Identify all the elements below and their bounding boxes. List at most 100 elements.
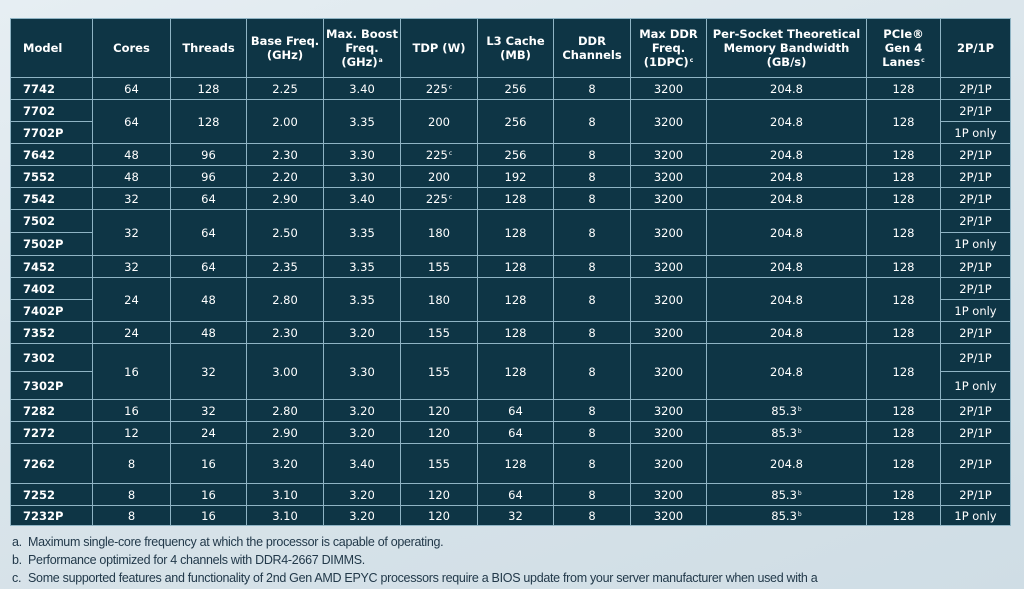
spec-cell: 2.25 xyxy=(246,77,324,100)
spec-cell: 24 xyxy=(170,421,247,444)
spec-cell: 8 xyxy=(92,483,171,506)
spec-cell: 48 xyxy=(170,321,247,344)
spec-cell: 256 xyxy=(477,77,554,100)
column-header: L3 Cache (MB) xyxy=(477,18,554,78)
spec-cell: 3.20 xyxy=(323,483,401,506)
spec-cell: 2.00 xyxy=(246,99,324,144)
model-cell: 7232P xyxy=(10,505,93,526)
spec-cell: 2.35 xyxy=(246,255,324,278)
spec-cell: 204.8 xyxy=(706,99,867,144)
spec-cell: 128 xyxy=(866,209,941,256)
spec-cell: 128 xyxy=(477,343,554,400)
model-cell: 7302 xyxy=(10,343,93,372)
spec-cell: 200 xyxy=(400,99,478,144)
spec-cell: 16 xyxy=(170,505,247,526)
socket-cell: 2P/1P xyxy=(940,77,1011,100)
spec-cell: 64 xyxy=(477,421,554,444)
spec-cell: 128 xyxy=(170,99,247,144)
spec-cell: 225c xyxy=(400,77,478,100)
table-row: 7302 16 32 3.00 3.30 155 128 8 3200 204.8 128 2P/1P xyxy=(10,343,1011,400)
spec-cell: 3.35 xyxy=(323,209,401,256)
spec-cell: 8 xyxy=(553,187,631,210)
socket-cell: 2P/1P xyxy=(940,321,1011,344)
spec-cell: 120 xyxy=(400,421,478,444)
spec-cell: 16 xyxy=(170,443,247,484)
spec-cell: 85.3b xyxy=(706,483,867,506)
model-cell: 7502 xyxy=(10,209,93,233)
spec-cell: 128 xyxy=(866,483,941,506)
spec-cell: 204.8 xyxy=(706,343,867,400)
footnote-ref: b xyxy=(797,427,802,435)
spec-cell: 8 xyxy=(553,165,631,188)
socket-cell: 1P only xyxy=(940,371,1011,400)
spec-cell: 8 xyxy=(553,443,631,484)
model-cell: 7282 xyxy=(10,399,93,422)
spec-cell: 8 xyxy=(553,505,631,526)
socket-cell: 2P/1P xyxy=(940,421,1011,444)
spec-cell: 8 xyxy=(553,143,631,166)
spec-cell: 3200 xyxy=(630,483,707,506)
spec-cell: 128 xyxy=(866,399,941,422)
spec-cell: 204.8 xyxy=(706,187,867,210)
footnote-ref: c xyxy=(921,57,925,64)
model-cell: 7252 xyxy=(10,483,93,506)
spec-cell: 32 xyxy=(92,187,171,210)
socket-cell: 2P/1P xyxy=(940,143,1011,166)
spec-cell: 32 xyxy=(477,505,554,526)
spec-cell: 128 xyxy=(866,421,941,444)
spec-cell: 128 xyxy=(477,443,554,484)
spec-cell: 3.20 xyxy=(323,505,401,526)
spec-cell: 128 xyxy=(170,77,247,100)
spec-cell: 8 xyxy=(92,443,171,484)
spec-cell: 128 xyxy=(866,187,941,210)
model-cell: 7302P xyxy=(10,371,93,400)
footnote-a: a. Maximum single-core frequency at which… xyxy=(12,533,817,551)
spec-cell: 3.30 xyxy=(323,343,401,400)
table-row: 7262 8 16 3.20 3.40 155 128 8 3200 204.8 128 2P/1P xyxy=(10,443,1011,484)
spec-cell: 3.20 xyxy=(246,443,324,484)
spec-cell: 3200 xyxy=(630,399,707,422)
footnote-c: c. Some supported features and functional… xyxy=(12,569,818,587)
footnote-ref: b xyxy=(797,405,802,413)
spec-cell: 8 xyxy=(553,255,631,278)
spec-cell: 3200 xyxy=(630,165,707,188)
model-cell: 7352 xyxy=(10,321,93,344)
spec-cell: 85.3b xyxy=(706,505,867,526)
spec-cell: 128 xyxy=(477,321,554,344)
spec-cell: 64 xyxy=(92,77,171,100)
model-cell: 7402 xyxy=(10,277,93,300)
socket-cell: 2P/1P xyxy=(940,255,1011,278)
spec-cell: 8 xyxy=(553,421,631,444)
footnote-ref: a xyxy=(378,57,383,64)
spec-cell: 204.8 xyxy=(706,277,867,322)
spec-cell: 128 xyxy=(866,165,941,188)
spec-cell: 64 xyxy=(170,255,247,278)
table-row: 7272 12 24 2.90 3.20 120 64 8 3200 85.3b 128 2P/1P xyxy=(10,421,1011,444)
footnote-ref: c xyxy=(448,149,453,157)
spec-cell: 3200 xyxy=(630,443,707,484)
spec-cell: 204.8 xyxy=(706,443,867,484)
spec-cell: 180 xyxy=(400,209,478,256)
spec-cell: 8 xyxy=(553,77,631,100)
spec-cell: 155 xyxy=(400,255,478,278)
spec-cell: 3200 xyxy=(630,209,707,256)
spec-cell: 85.3b xyxy=(706,421,867,444)
spec-cell: 155 xyxy=(400,321,478,344)
spec-cell: 3200 xyxy=(630,277,707,322)
table-row: 7402P 1P only xyxy=(10,299,1011,322)
spec-cell: 128 xyxy=(866,343,941,400)
footnote-b: b. Performance optimized for 4 channels w… xyxy=(12,551,817,569)
model-cell: 7452 xyxy=(10,255,93,278)
column-header: Max DDR Freq. (1DPC)c xyxy=(630,18,707,78)
column-header: Max. Boost Freq. (GHz)a xyxy=(323,18,401,78)
spec-cell: 8 xyxy=(553,321,631,344)
spec-cell: 16 xyxy=(92,399,171,422)
spec-cell: 12 xyxy=(92,421,171,444)
spec-cell: 3.00 xyxy=(246,343,324,400)
footnote-ref: c xyxy=(448,83,453,91)
spec-cell: 32 xyxy=(92,255,171,278)
spec-cell: 120 xyxy=(400,399,478,422)
footnote-label: b. xyxy=(12,553,22,567)
column-header: PCIe® Gen 4 Lanesc xyxy=(866,18,941,78)
socket-cell: 2P/1P xyxy=(940,165,1011,188)
